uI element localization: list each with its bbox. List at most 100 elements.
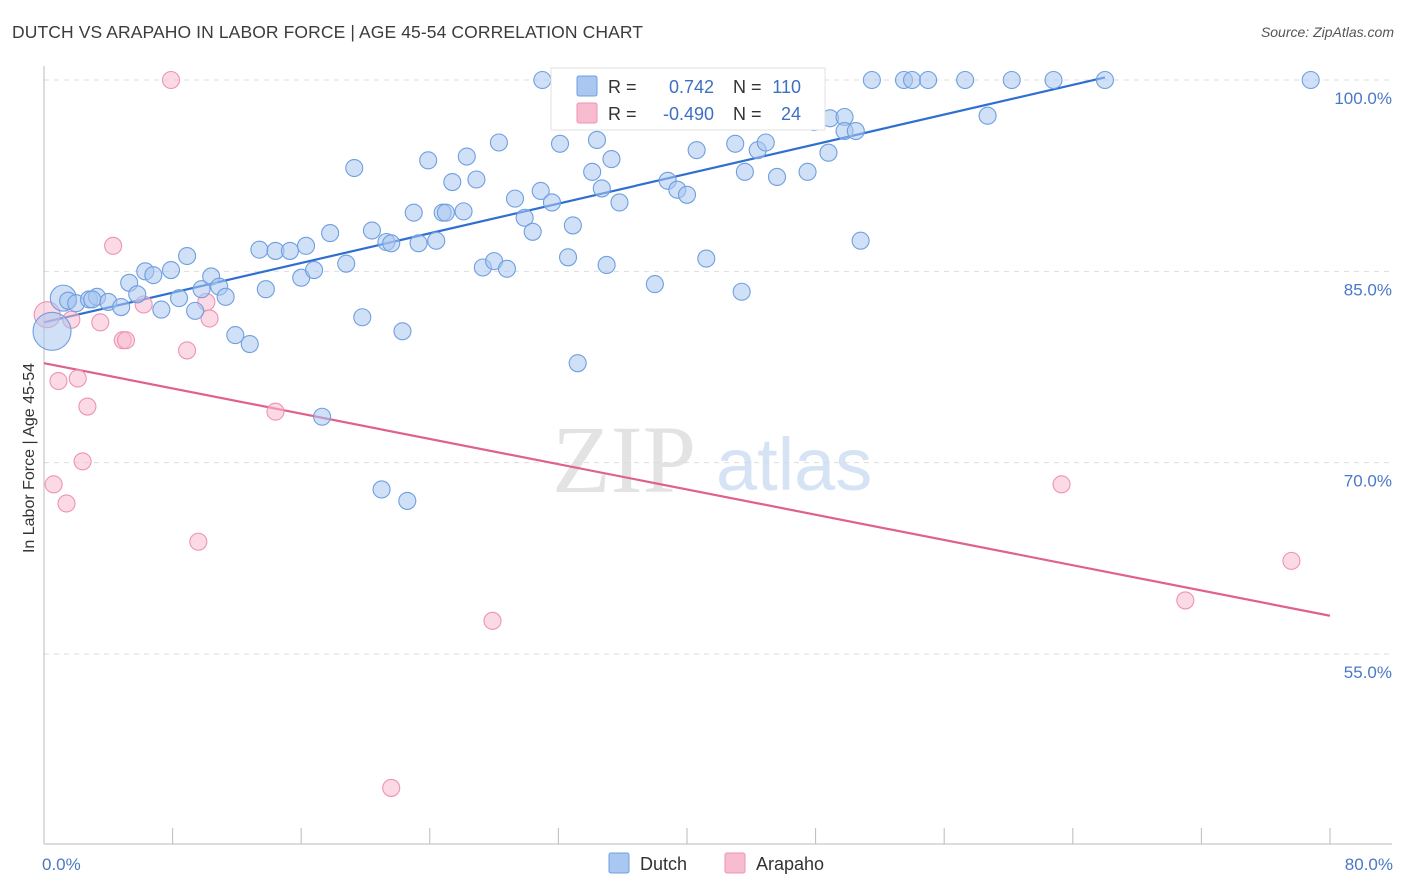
arapaho-point [483,611,502,630]
bottom-legend-dutch: Dutch [640,854,687,874]
legend-dutch-r-value: 0.742 [669,77,714,97]
x-tick-label: 80.0% [1345,855,1393,874]
dutch-point [467,170,486,189]
dutch-point [798,162,817,181]
axes [43,66,1392,845]
arapaho-point [266,402,285,421]
arapaho-point [44,475,63,494]
arapaho-point [104,236,123,255]
dutch-point [436,203,455,222]
dutch-point [583,162,602,181]
dutch-point [1044,70,1063,90]
arapaho-point [189,532,208,551]
dutch-point [610,193,629,212]
arapaho-point [200,309,219,328]
arapaho-point [73,452,92,471]
dutch-point [756,133,775,152]
dutch-point [240,334,259,354]
dutch-point [497,259,517,278]
arapaho-point [91,313,110,332]
legend-swatch-arapaho [576,102,598,124]
bottom-legend-swatch-arapaho [724,852,746,874]
source-label: Source: ZipAtlas.com [1260,24,1394,40]
dutch-point [443,172,462,192]
dutch-point [687,141,706,160]
dutch-point [256,280,275,299]
dutch-point [454,202,473,221]
dutch-point [382,234,401,253]
dutch-point [144,266,163,285]
dutch-point [280,241,299,260]
chart-title: DUTCH VS ARAPAHO IN LABOR FORCE | AGE 45… [12,22,644,42]
arapaho-point [178,341,197,360]
y-tick-label: 55.0% [1344,663,1392,682]
legend-arapaho-r-value: -0.490 [663,104,714,124]
y-axis-title: In Labor Force | Age 45-54 [21,363,38,553]
dutch-point [592,179,611,198]
dutch-point [1002,70,1021,90]
dutch-point [427,231,446,250]
dutch-point [112,297,131,317]
dutch-point [305,261,324,280]
dutch-point [902,70,922,90]
legend: R = 0.742 N = 110 R = -0.490 N = 24 [550,67,826,131]
dutch-point [83,290,102,309]
y-tick-label: 70.0% [1344,472,1392,491]
legend-dutch-r-label: R = [608,77,637,97]
dutch-point [192,280,211,299]
dutch-point [732,282,751,301]
dutch-point [563,216,582,235]
dutch-point [457,147,476,166]
dutch-point [550,134,570,153]
tick-labels: 100.0% 85.0% 70.0% 55.0% 0.0% 80.0% [42,89,1393,874]
y-tick-label: 100.0% [1334,89,1392,108]
dutch-point [846,121,865,141]
dutch-point [393,322,412,341]
watermark: ZIP atlas [552,406,872,513]
legend-arapaho-r-label: R = [608,104,637,124]
dutch-point [735,162,754,181]
dutch-point [523,222,542,241]
bottom-legend-swatch-dutch [608,852,630,874]
bottom-legend: Dutch Arapaho [608,852,824,874]
arapaho-point [78,397,97,416]
bottom-legend-arapaho: Arapaho [756,854,824,874]
legend-swatch-dutch [576,75,598,97]
dutch-point [851,231,870,250]
arapaho-point [161,70,181,90]
dutch-point [515,208,534,227]
dutch-point [587,130,607,150]
trend-lines [43,76,1331,617]
dutch-point [169,289,189,308]
dutch-point [345,158,364,178]
legend-arapaho-n-value: 24 [781,104,801,124]
x-tick-label: 0.0% [42,855,81,874]
dutch-point [296,236,316,255]
dutch-point [697,249,716,268]
dutch-point [602,150,621,169]
y-tick-label: 85.0% [1344,280,1392,299]
dutch-point [337,254,356,273]
dutch-point [558,248,578,267]
dutch-point [32,311,72,351]
legend-dutch-n-label: N = [733,77,762,97]
dutch-point [862,70,881,90]
dutch-point [533,70,552,90]
arapaho-point [68,369,87,388]
dutch-point [161,261,181,280]
dutch-point [1095,70,1114,90]
dutch-point [645,275,664,294]
arapaho-point [1282,551,1301,570]
arapaho-point [1052,475,1071,494]
legend-dutch-n-value: 110 [772,77,801,97]
watermark-zip: ZIP [552,406,696,513]
dutch-point [226,326,245,345]
dutch-point [956,70,975,90]
dutch-point [152,300,171,319]
dutch-point [216,287,235,306]
dutch-point [186,301,205,320]
dutch-point [353,308,372,327]
dutch-point [819,143,838,162]
dutch-point [542,193,562,212]
arapaho-point [1176,591,1195,610]
